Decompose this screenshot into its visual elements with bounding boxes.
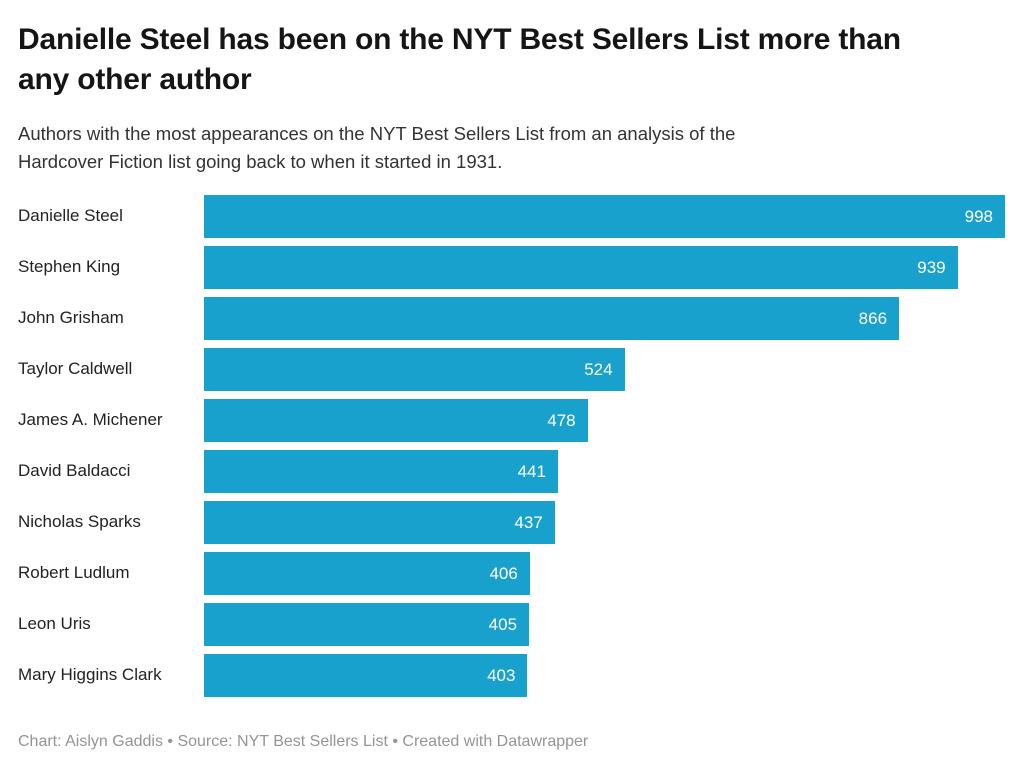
- bar-track: 441: [204, 450, 1005, 493]
- bar: 437: [204, 501, 555, 544]
- bar-track: 405: [204, 603, 1005, 646]
- bar-track: 406: [204, 552, 1005, 595]
- bar-track: 866: [204, 297, 1005, 340]
- author-label: Mary Higgins Clark: [18, 665, 162, 685]
- chart-subtitle: Authors with the most appearances on the…: [18, 123, 736, 172]
- bar-value-label: 437: [514, 512, 543, 532]
- bar-value-label: 524: [584, 359, 613, 379]
- bar: 405: [204, 603, 530, 646]
- author-label: Robert Ludlum: [18, 563, 130, 583]
- bar: 524: [204, 348, 625, 391]
- bar-track: 437: [204, 501, 1005, 544]
- bar: 478: [204, 399, 588, 442]
- author-label: Leon Uris: [18, 614, 91, 634]
- bar-row: Stephen King 939: [18, 246, 1005, 289]
- author-label: Danielle Steel: [18, 206, 123, 226]
- bar-row: David Baldacci 441: [18, 450, 1005, 493]
- bar-row: Leon Uris 405: [18, 603, 1005, 646]
- bar-row: Danielle Steel 998: [18, 195, 1005, 238]
- bar: 998: [204, 195, 1005, 238]
- author-label: Stephen King: [18, 257, 121, 277]
- bar-row: John Grisham 866: [18, 297, 1005, 340]
- bar-track: 998: [204, 195, 1005, 238]
- bar-row: Nicholas Sparks 437: [18, 501, 1005, 544]
- bar-chart: Danielle Steel 998 Stephen King 939 John Gri…: [18, 195, 1005, 697]
- bar-track: 403: [204, 654, 1005, 697]
- bar-value-label: 405: [488, 614, 518, 634]
- bar-value-label: 998: [964, 206, 993, 226]
- bar-row: James A. Michener 478: [18, 399, 1005, 442]
- bar-track: 939: [204, 246, 1005, 289]
- bar: 939: [204, 246, 958, 289]
- author-label: Taylor Caldwell: [18, 359, 133, 379]
- author-label: James A. Michener: [18, 410, 163, 430]
- bar: 441: [204, 450, 558, 493]
- bar-value-label: 441: [517, 461, 546, 481]
- bar-value-label: 866: [858, 308, 888, 328]
- author-label: John Grisham: [18, 308, 124, 328]
- bar: 403: [204, 654, 528, 697]
- bar-value-label: 939: [917, 257, 946, 277]
- bar: 866: [204, 297, 900, 340]
- bar-track: 478: [204, 399, 1005, 442]
- author-label: David Baldacci: [18, 461, 131, 481]
- chart-footer: Chart: Aislyn Gaddis • Source: NYT Best …: [18, 733, 589, 750]
- chart-title: Danielle Steel has been on the NYT Best …: [18, 23, 901, 96]
- bar-value-label: 478: [547, 410, 576, 430]
- bar-row: Taylor Caldwell 524: [18, 348, 1005, 391]
- bar-track: 524: [204, 348, 1005, 391]
- bar-value-label: 403: [487, 665, 516, 685]
- bar-value-label: 406: [489, 563, 518, 583]
- author-label: Nicholas Sparks: [18, 512, 141, 532]
- bar-row: Mary Higgins Clark 403: [18, 654, 1005, 697]
- bar: 406: [204, 552, 530, 595]
- bar-row: Robert Ludlum 406: [18, 552, 1005, 595]
